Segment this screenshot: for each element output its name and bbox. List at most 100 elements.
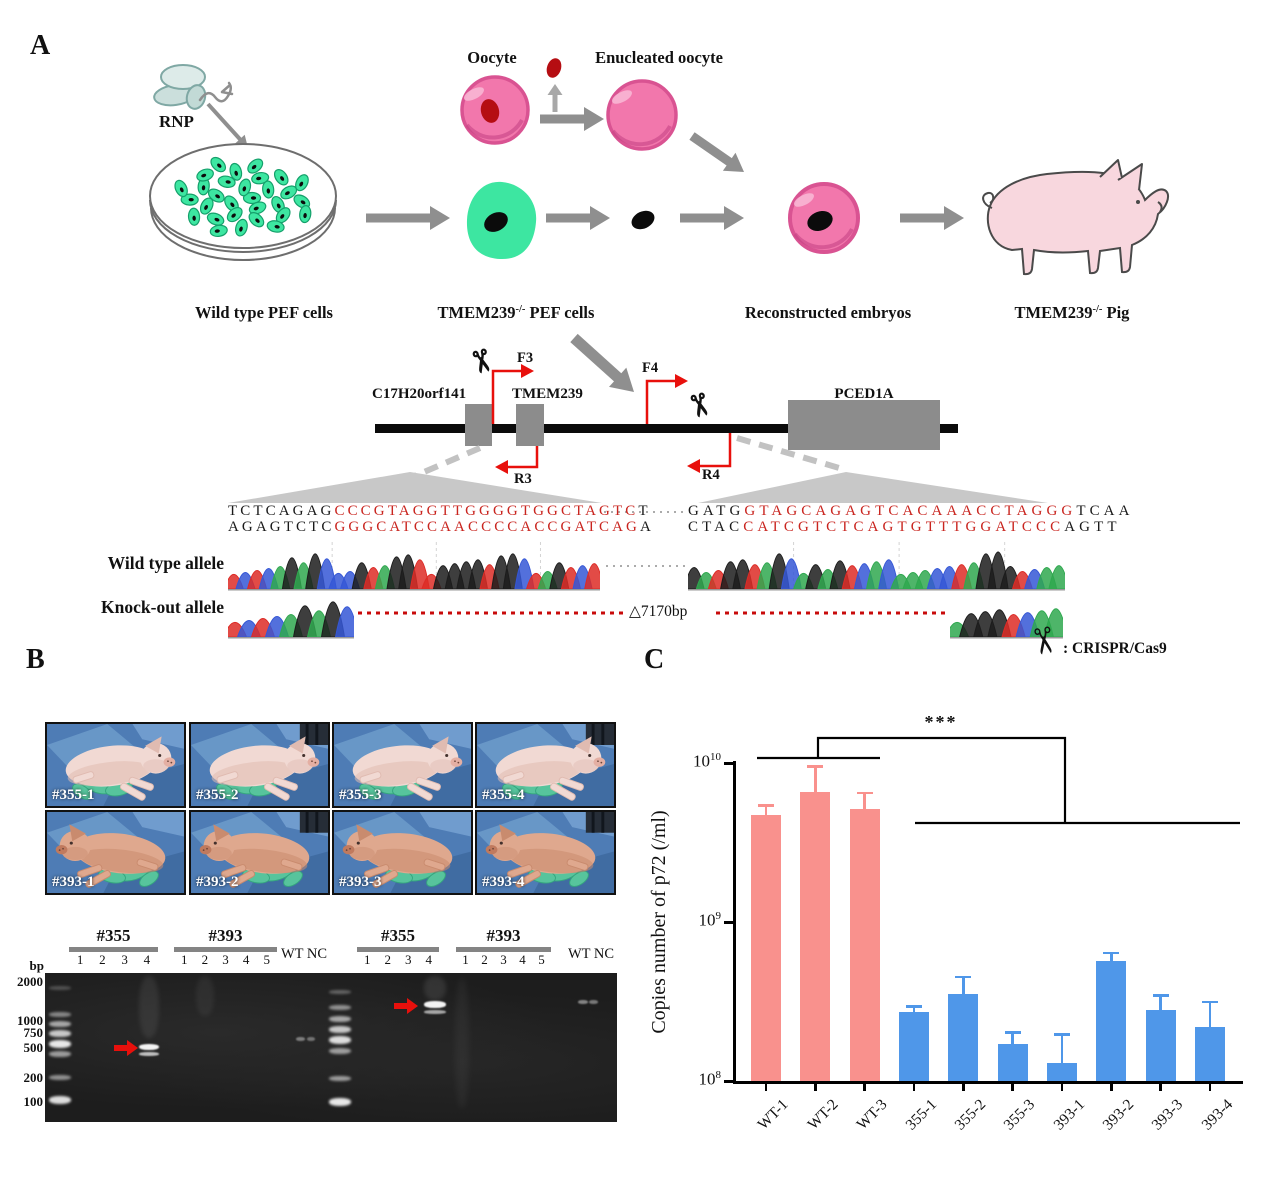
gel-lane-number: 1 <box>76 952 84 967</box>
gel-band <box>49 986 71 990</box>
gel-group-underline <box>174 947 277 952</box>
piglet-photo: #355-3 <box>332 722 473 808</box>
process-arrow-icon <box>206 102 248 148</box>
gel-band <box>196 976 214 1016</box>
gel-band <box>296 1037 305 1041</box>
y-axis-tick-label: 109 <box>698 910 722 930</box>
reconstructed-embryo-icon <box>788 182 860 254</box>
primer-f4-label: F4 <box>642 360 659 376</box>
gel-band <box>329 1076 351 1081</box>
gel-band <box>139 1044 159 1050</box>
gel-group-label: #393 <box>208 926 243 945</box>
gel-wt-nc-label: WT NC <box>281 946 328 962</box>
gel-lane-number: 1 <box>181 952 188 967</box>
piglet-photo-label: #393-2 <box>196 874 239 890</box>
panel-b-label: B <box>26 644 45 675</box>
gene-tmem239-label: TMEM239 <box>512 386 583 402</box>
deletion-size-label: △7170bp <box>629 603 688 620</box>
y-axis-tick-label: 108 <box>698 1069 722 1089</box>
x-axis-tick <box>1060 1083 1064 1091</box>
gel-lane-number: 2 <box>99 952 106 967</box>
gel-group-underline <box>456 947 551 952</box>
gel-group-label: #355 <box>96 926 131 945</box>
piglet-photo: #393-4 <box>475 810 616 895</box>
gene-c17h20orf141-label: C17H20orf141 <box>372 386 467 402</box>
process-arrow-icon <box>366 206 450 230</box>
gel-group-label: #393 <box>486 926 521 945</box>
ko-chromatogram-right <box>950 608 1063 639</box>
gel-band <box>329 1036 351 1044</box>
gel-ladder-size-label: 100 <box>23 1094 44 1109</box>
gel-lane-number: 5 <box>263 952 270 967</box>
gel-band <box>589 1000 598 1004</box>
wt-chromatogram-left <box>228 542 600 591</box>
x-axis-tick <box>1011 1083 1014 1091</box>
x-axis-tick <box>1208 1083 1212 1091</box>
x-axis-tick <box>1159 1083 1162 1091</box>
error-bar-cap <box>1152 994 1169 997</box>
gel-group-underline <box>69 947 158 952</box>
gel-lane-number: 5 <box>538 952 545 967</box>
gel-band <box>329 1005 351 1010</box>
wt-sequence-right-bottom: CTACCATCGTCTCAGTGTTTGGATCCCAGTT <box>688 519 1121 535</box>
gel-band <box>49 1012 71 1017</box>
process-arrow-icon <box>547 84 563 112</box>
gel-band <box>329 1098 351 1106</box>
gel-band <box>49 1030 71 1037</box>
error-bar-stem <box>1159 994 1162 1012</box>
process-arrow-icon <box>546 206 610 230</box>
process-arrow-icon <box>689 132 744 172</box>
wild-type-allele-label: Wild type allele <box>107 553 224 573</box>
gel-lane-number: 3 <box>222 952 229 967</box>
piglet-photo: #355-4 <box>475 722 616 808</box>
piglet-photo-label: #355-2 <box>196 787 239 803</box>
gel-band <box>329 1048 351 1054</box>
gel-ladder-size-label: 200 <box>23 1070 44 1085</box>
extracted-nucleus-icon <box>546 58 562 78</box>
gel-band <box>49 1096 71 1104</box>
piglet-photo-label: #393-4 <box>482 874 525 890</box>
gel-ladder-size-label: 1000 <box>17 1013 43 1028</box>
process-arrow-icon <box>540 107 604 131</box>
x-axis-tick <box>962 1083 965 1091</box>
piglet-photo: #393-2 <box>189 810 330 895</box>
gel-band <box>329 1016 351 1022</box>
gel-group-underline <box>357 947 439 952</box>
bar-393-1 <box>1046 1062 1077 1081</box>
gel-lane-number: 4 <box>425 952 433 967</box>
ko-pig-label: TMEM239-/- Pig <box>1014 303 1130 322</box>
significance-stars: *** <box>924 712 958 732</box>
error-bar-stem <box>1208 1000 1212 1029</box>
piglet-photo-label: #393-3 <box>339 874 382 890</box>
error-bar-cap <box>1004 1031 1021 1034</box>
gel-band-arrow-icon <box>114 1040 138 1056</box>
error-bar-cap <box>856 791 873 795</box>
gel-band-arrow-icon <box>394 998 418 1014</box>
gel-lane-number: 1 <box>364 952 371 967</box>
petri-dish-wild-type-cells <box>149 143 337 261</box>
gel-ladder-size-label: 500 <box>23 1040 44 1055</box>
pig-icon <box>982 159 1169 276</box>
gel-band <box>307 1037 315 1041</box>
error-bar-cap <box>758 804 774 807</box>
bar-WT-1 <box>751 815 781 1081</box>
panel-a-label: A <box>30 30 51 61</box>
y-axis-tick <box>724 762 733 765</box>
x-axis-tick <box>814 1083 817 1091</box>
gel-band <box>578 1000 588 1004</box>
gene-locus-map <box>228 364 1048 615</box>
error-bar-stem <box>1060 1033 1064 1065</box>
gel-lane-number: 4 <box>143 952 151 967</box>
piglet-photo: #355-2 <box>189 722 330 808</box>
piglet-photo-label: #355-4 <box>482 787 525 803</box>
error-bar-stem <box>764 804 768 818</box>
gel-lane-number: 4 <box>242 952 250 967</box>
bar-WT-3 <box>849 809 880 1081</box>
gel-band <box>49 1075 71 1080</box>
bar-355-3 <box>997 1044 1028 1081</box>
error-bar-stem <box>1011 1031 1014 1047</box>
bar-393-3 <box>1145 1009 1176 1081</box>
error-bar-cap <box>955 975 972 979</box>
